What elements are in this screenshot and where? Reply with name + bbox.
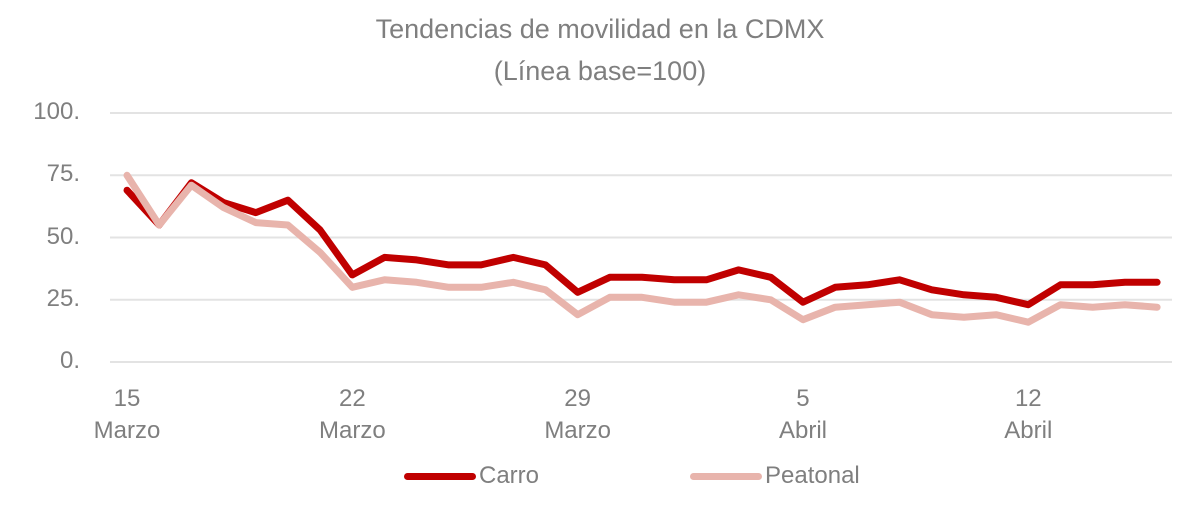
- series-lines: [123, 171, 1161, 326]
- series-line-carro: [123, 179, 1161, 309]
- legend-label-carro: Carro: [479, 462, 540, 489]
- chart-title: Tendencias de movilidad en la CDMX: [375, 14, 825, 44]
- x-tick-label: 12 Abril: [1004, 385, 1053, 444]
- y-tick-label: 75.: [46, 160, 80, 188]
- y-tick-label: 100.: [33, 98, 80, 125]
- gridlines: [110, 112, 1172, 363]
- y-tick-label: 50.: [46, 222, 80, 250]
- legend-swatch-carro: [404, 472, 476, 480]
- x-tick-label: 5 Abril: [778, 385, 827, 444]
- legend-swatch-peatonal: [690, 472, 762, 480]
- x-tick-label: 22 Marzo: [318, 385, 386, 444]
- x-tick-label: 29 Marzo: [544, 385, 611, 444]
- series-line-peatonal: [123, 171, 1161, 326]
- y-tick-label: 25.: [46, 284, 80, 312]
- legend-label-peatonal: Peatonal: [765, 462, 860, 489]
- legend-item-carro[interactable]: Carro: [404, 462, 539, 490]
- x-tick-label: 15 Marzo: [93, 385, 161, 444]
- legend-item-peatonal[interactable]: Peatonal: [690, 462, 860, 490]
- y-tick-label: 0.: [59, 347, 80, 374]
- chart-subtitle: (Línea base=100): [493, 56, 707, 86]
